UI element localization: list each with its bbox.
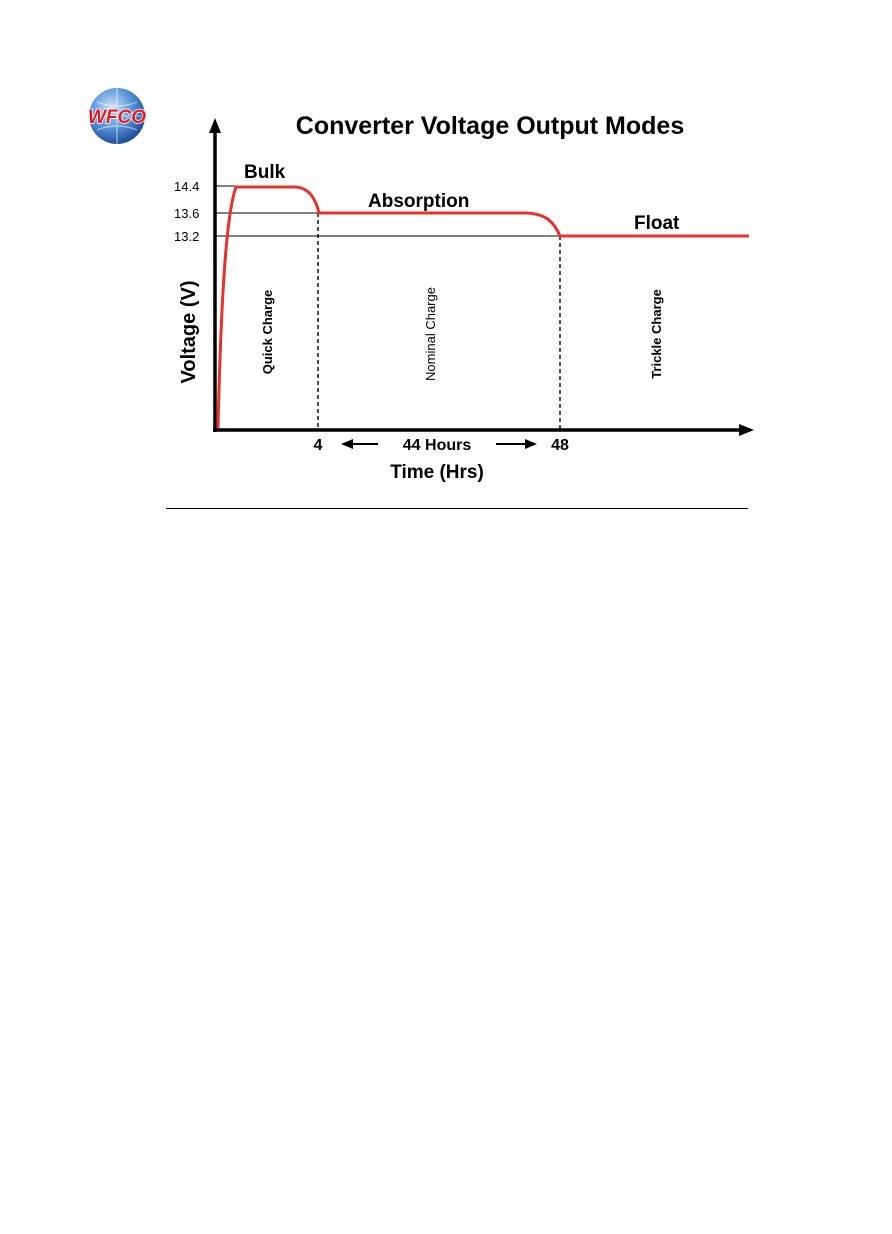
reference-lines (215, 185, 560, 237)
x-span-label: 44 Hours (403, 437, 472, 454)
voltage-curve (216, 185, 749, 429)
x-tick-label: 48 (551, 437, 569, 454)
region-label-nominal-charge: Nominal Charge (423, 287, 438, 381)
wfco-logo: WFCO (87, 88, 147, 144)
x-axis-arrow (739, 424, 754, 436)
span-arrows (341, 439, 537, 449)
region-label-quick-charge: Quick Charge (260, 290, 275, 375)
x-axis-label: Time (Hrs) (390, 462, 484, 483)
axes (209, 118, 754, 436)
logo-text: WFCO (88, 107, 146, 128)
stage-label-bulk: Bulk (244, 162, 286, 183)
stage-label-float: Float (634, 213, 680, 234)
y-tick-label: 14.4 (174, 179, 199, 194)
region-label-trickle-charge: Trickle Charge (649, 289, 664, 379)
chart-title: Converter Voltage Output Modes (296, 112, 684, 140)
y-tick-label: 13.6 (174, 206, 199, 221)
bottom-rule (166, 508, 748, 509)
y-axis-arrow (209, 118, 221, 133)
voltage-modes-chart: Converter Voltage Output Modes 14.4 13.6… (174, 112, 754, 483)
stage-label-absorption: Absorption (368, 191, 469, 212)
y-tick-label: 13.2 (174, 229, 199, 244)
y-axis-label: Voltage (V) (178, 281, 200, 384)
x-tick-label: 4 (314, 437, 323, 454)
